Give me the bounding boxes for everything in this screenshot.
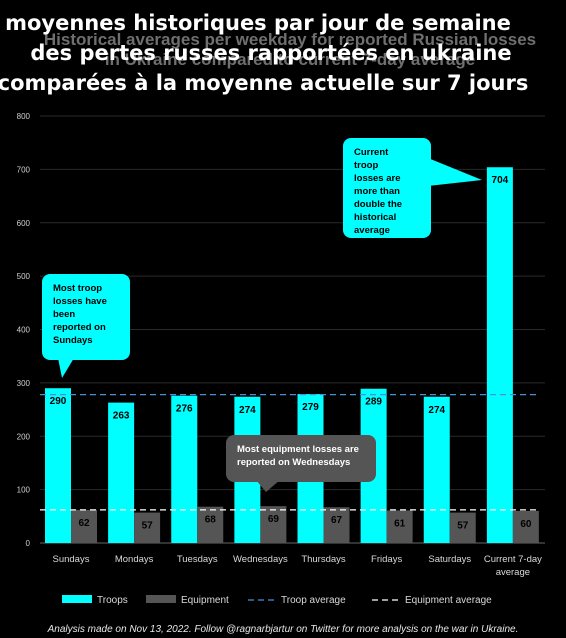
annotation-text: reported on Wednesdays bbox=[237, 457, 350, 468]
overlay-title-line-1: moyennes historiques par jour de semaine bbox=[5, 11, 511, 35]
x-tick-label: Fridays bbox=[371, 554, 402, 565]
chart-title: Historical averages per weekday for repo… bbox=[43, 30, 537, 69]
equipment-value-label: 62 bbox=[78, 518, 90, 529]
annotations: Most troop losses have been reported on Sund… bbox=[42, 138, 482, 492]
annotation-sundays-box bbox=[42, 274, 130, 360]
troop-value-label: 274 bbox=[239, 405, 256, 416]
annotation-sundays: Most troop losses have been reported on Sund… bbox=[42, 274, 130, 378]
y-tick-label: 600 bbox=[17, 219, 31, 228]
annotation-text: Current bbox=[354, 147, 389, 158]
equipment-bar bbox=[71, 509, 97, 543]
equipment-value-label: 68 bbox=[205, 515, 217, 526]
troop-value-label: 290 bbox=[50, 396, 67, 407]
equipment-bar bbox=[512, 510, 539, 543]
x-tick-label: Mondays bbox=[115, 554, 154, 565]
annotation-text: Most equipment losses are bbox=[237, 444, 359, 455]
equipment-bar bbox=[197, 506, 224, 543]
troop-value-label: 276 bbox=[176, 404, 193, 415]
annotation-current-pointer bbox=[428, 158, 482, 186]
equipment-bar bbox=[134, 512, 161, 543]
troop-value-label: 263 bbox=[113, 411, 130, 422]
troop-value-label: 274 bbox=[428, 405, 445, 416]
x-tick-label: Sundays bbox=[53, 554, 90, 565]
annotation-text: reported on bbox=[53, 322, 106, 333]
y-tick-label: 500 bbox=[17, 272, 31, 281]
legend: Troops Equipment Troop average Equipment av… bbox=[62, 595, 492, 606]
annotation-wednesdays-pointer bbox=[256, 480, 280, 492]
equipment-bar bbox=[323, 507, 350, 543]
annotation-text: Sundays bbox=[53, 335, 93, 346]
annotation-text: losses have bbox=[53, 296, 107, 307]
y-tick-label: 0 bbox=[26, 539, 31, 548]
equipment-value-label: 57 bbox=[142, 521, 154, 532]
y-axis: 0 100 200 300 400 500 600 700 800 bbox=[17, 112, 31, 548]
legend-label-equipment: Equipment bbox=[181, 595, 229, 606]
legend-swatch-equipment bbox=[146, 595, 176, 603]
annotation-text: average bbox=[354, 225, 390, 236]
footer-credit: Analysis made on Nov 13, 2022. Follow @r… bbox=[47, 624, 519, 635]
y-tick-label: 300 bbox=[17, 379, 31, 388]
x-tick-label: Tuesdays bbox=[177, 554, 218, 565]
troop-value-label: 289 bbox=[365, 397, 382, 408]
equipment-value-label: 67 bbox=[331, 515, 343, 526]
troop-bar bbox=[171, 395, 198, 543]
annotation-text: been bbox=[53, 309, 75, 320]
y-tick-label: 100 bbox=[17, 486, 31, 495]
equipment-bar bbox=[449, 512, 476, 543]
equipment-value-label: 60 bbox=[520, 519, 532, 530]
legend-label-troops: Troops bbox=[97, 595, 128, 606]
annotation-text: historical bbox=[354, 212, 396, 223]
annotation-text: double the bbox=[354, 199, 402, 210]
overlay-title: moyennes historiques par jour de semaine… bbox=[0, 8, 566, 98]
troop-bar bbox=[45, 388, 71, 543]
overlay-title-line-3: comparées à la moyenne actuelle sur 7 jo… bbox=[0, 71, 529, 95]
annotation-text: troop bbox=[354, 160, 378, 171]
x-tick-label: average bbox=[496, 567, 530, 578]
troop-bar bbox=[108, 402, 135, 543]
y-tick-label: 700 bbox=[17, 165, 31, 174]
x-axis: Sundays Mondays Tuesdays Wednesdays Thursday… bbox=[53, 554, 543, 578]
legend-label-equipment-average: Equipment average bbox=[405, 595, 492, 606]
troop-bar bbox=[423, 396, 450, 543]
annotation-text: losses are bbox=[354, 173, 400, 184]
reference-lines bbox=[40, 394, 537, 511]
annotation-sundays-pointer bbox=[58, 358, 74, 378]
annotation-wednesdays: Most equipment losses are reported on Wed… bbox=[226, 435, 376, 492]
annotation-current-box bbox=[343, 138, 431, 238]
legend-label-troop-average: Troop average bbox=[281, 595, 346, 606]
troop-value-label: 704 bbox=[492, 175, 509, 186]
y-tick-label: 800 bbox=[17, 112, 31, 121]
x-tick-label: Current 7-day bbox=[484, 554, 542, 565]
legend-swatch-troops bbox=[62, 595, 92, 603]
equipment-value-label: 57 bbox=[457, 521, 469, 532]
troop-value-label: 279 bbox=[302, 402, 319, 413]
equipment-bar bbox=[386, 510, 413, 543]
x-tick-label: Thursdays bbox=[301, 554, 346, 565]
troop-bar bbox=[486, 167, 513, 544]
annotation-wednesdays-box bbox=[226, 435, 376, 482]
y-tick-label: 400 bbox=[17, 326, 31, 335]
equipment-value-label: 61 bbox=[394, 518, 406, 529]
annotation-text: Most troop bbox=[53, 283, 102, 294]
equipment-value-label: 69 bbox=[268, 514, 280, 525]
overlay-title-line-2: des pertes russes rapportées en ukraine bbox=[30, 41, 512, 65]
annotation-text: more than bbox=[354, 186, 400, 197]
x-tick-label: Saturdays bbox=[428, 554, 471, 565]
x-tick-label: Wednesdays bbox=[233, 554, 288, 565]
y-tick-label: 200 bbox=[17, 432, 31, 441]
equipment-bar bbox=[260, 506, 287, 543]
annotation-current: Current troop losses are more than double th… bbox=[343, 138, 482, 238]
